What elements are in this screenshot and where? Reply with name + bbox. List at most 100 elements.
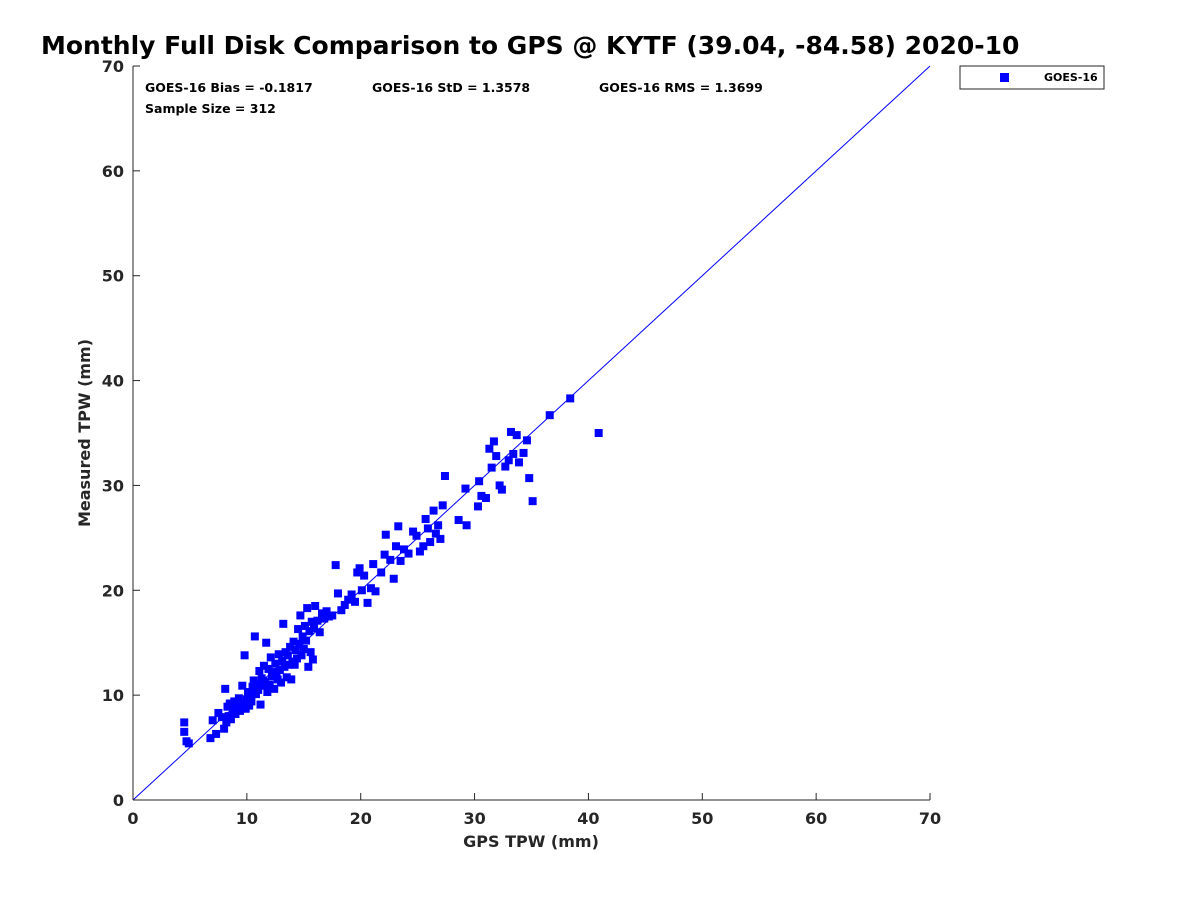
- x-tick-label: 60: [805, 809, 827, 828]
- data-point: [462, 521, 471, 530]
- sample-size-stat: Sample Size = 312: [145, 101, 276, 116]
- data-point: [337, 606, 346, 615]
- data-point: [234, 694, 243, 703]
- data-points: [180, 394, 603, 748]
- data-point: [396, 556, 405, 565]
- data-point: [242, 695, 251, 704]
- data-point: [389, 574, 398, 583]
- data-point: [461, 484, 470, 493]
- rms-stat: GOES-16 RMS = 1.3699: [599, 80, 763, 95]
- x-tick-label: 70: [919, 809, 941, 828]
- data-point: [514, 458, 523, 467]
- std-stat: GOES-16 StD = 1.3578: [372, 80, 530, 95]
- data-point: [282, 673, 291, 682]
- y-tick-label: 0: [113, 791, 124, 810]
- chart-title: Monthly Full Disk Comparison to GPS @ KY…: [41, 31, 1019, 60]
- data-point: [473, 502, 482, 511]
- data-point: [275, 665, 284, 674]
- data-point: [299, 645, 308, 654]
- data-point: [231, 710, 240, 719]
- data-point: [266, 653, 275, 662]
- data-point: [566, 394, 575, 403]
- data-point: [487, 463, 496, 472]
- data-point: [286, 642, 295, 651]
- data-point: [434, 521, 443, 530]
- data-point: [245, 701, 254, 710]
- data-point: [436, 534, 445, 543]
- x-tick-label: 40: [577, 809, 599, 828]
- data-point: [412, 531, 421, 540]
- data-point: [438, 501, 447, 510]
- data-point: [305, 627, 314, 636]
- data-point: [351, 597, 360, 606]
- y-tick-label: 60: [102, 162, 124, 181]
- legend-label: GOES-16: [1044, 71, 1098, 84]
- data-point: [381, 530, 390, 539]
- data-point: [429, 506, 438, 515]
- data-point: [394, 522, 403, 531]
- data-point: [423, 524, 432, 533]
- data-point: [247, 697, 256, 706]
- data-point: [271, 659, 280, 668]
- data-point: [366, 584, 375, 593]
- data-point: [308, 655, 317, 664]
- data-point: [272, 670, 281, 679]
- data-point: [255, 667, 264, 676]
- data-point: [509, 449, 518, 458]
- data-point: [360, 571, 369, 580]
- data-point: [306, 648, 315, 657]
- data-point: [212, 729, 221, 738]
- data-point: [328, 611, 337, 620]
- data-point: [313, 616, 322, 625]
- data-point: [256, 700, 265, 709]
- data-point: [377, 568, 386, 577]
- data-point: [307, 617, 316, 626]
- data-point: [295, 639, 304, 648]
- data-point: [287, 675, 296, 684]
- data-point: [259, 661, 268, 670]
- data-point: [415, 547, 424, 556]
- data-point: [399, 545, 408, 554]
- data-point: [222, 718, 231, 727]
- data-point: [264, 664, 273, 673]
- x-tick-label: 30: [463, 809, 485, 828]
- data-point: [251, 690, 260, 699]
- data-point: [475, 477, 484, 486]
- data-point: [300, 621, 309, 630]
- data-point: [277, 678, 286, 687]
- data-point: [296, 611, 305, 620]
- data-point: [298, 632, 307, 641]
- data-point: [315, 628, 324, 637]
- data-point: [238, 681, 247, 690]
- data-point: [206, 734, 215, 743]
- data-point: [304, 662, 313, 671]
- data-point: [180, 727, 189, 736]
- data-point: [333, 589, 342, 598]
- data-point: [208, 716, 217, 725]
- data-point: [501, 462, 510, 471]
- legend-box: [959, 65, 1105, 90]
- data-point: [302, 636, 311, 645]
- data-point: [267, 672, 276, 681]
- data-point: [292, 654, 301, 663]
- data-point: [229, 705, 238, 714]
- data-point: [274, 650, 283, 659]
- data-point: [278, 656, 287, 665]
- data-point: [303, 604, 312, 613]
- data-point: [322, 607, 331, 616]
- data-point: [331, 561, 340, 570]
- data-point: [239, 700, 248, 709]
- data-point: [214, 708, 223, 717]
- data-point: [248, 682, 257, 691]
- data-point: [240, 651, 249, 660]
- data-point: [249, 676, 258, 685]
- data-point: [246, 691, 255, 700]
- data-point: [258, 681, 267, 690]
- data-point: [431, 529, 440, 538]
- plot-area: 0 10 20 30 40 50 60 70 0 10 20 30 40 50 60 70: [102, 57, 941, 828]
- data-point: [347, 590, 356, 599]
- y-tick-label: 30: [102, 476, 124, 495]
- data-point: [318, 609, 327, 618]
- data-point: [289, 637, 298, 646]
- y-tick-label: 10: [102, 686, 124, 705]
